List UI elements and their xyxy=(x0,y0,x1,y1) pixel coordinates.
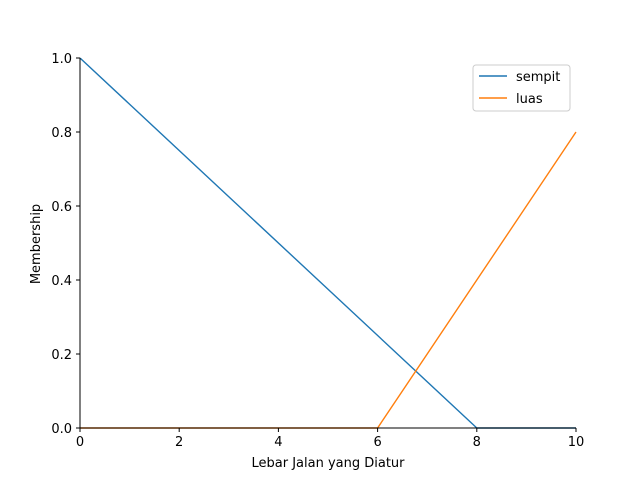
y-tick-label: 1.0 xyxy=(51,52,72,67)
series-layer xyxy=(79,57,577,429)
x-tick-label: 2 xyxy=(175,435,183,450)
x-tick-label: 6 xyxy=(373,435,381,450)
ticks-layer: 0 2 4 6 8 10 0.0 0.2 0.4 0.6 0.8 1.0 xyxy=(51,52,584,450)
y-axis-label: Membership xyxy=(29,204,44,284)
y-tick-label: 0.6 xyxy=(51,200,72,215)
x-tick-label: 8 xyxy=(473,435,481,450)
legend-label-luas: luas xyxy=(516,92,543,107)
axes-layer xyxy=(79,58,576,429)
y-tick-label: 0.8 xyxy=(51,126,72,141)
legend-label-sempit: sempit xyxy=(516,70,560,85)
legend: sempit luas xyxy=(472,64,571,112)
x-tick-label: 4 xyxy=(274,435,282,450)
y-tick-label: 0.2 xyxy=(51,348,72,363)
x-tick-label: 10 xyxy=(568,435,585,450)
x-tick-label: 0 xyxy=(76,435,84,450)
y-tick-label: 0.4 xyxy=(51,274,72,289)
series-line-luas xyxy=(80,131,577,429)
y-tick-label: 0.0 xyxy=(51,422,72,437)
x-axis-label: Lebar Jalan yang Diatur xyxy=(251,456,405,471)
